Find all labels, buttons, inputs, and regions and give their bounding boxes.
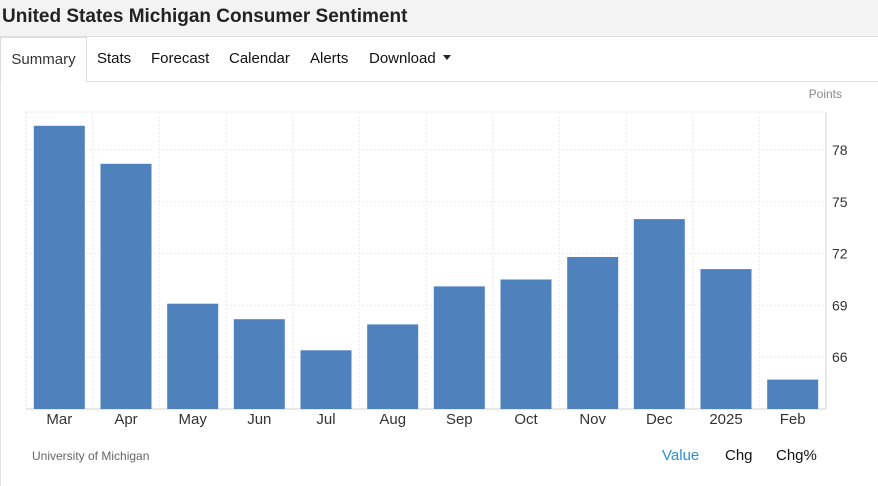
- x-tick-label: Apr: [114, 411, 137, 428]
- x-tick-label: Jun: [247, 411, 271, 428]
- bar-aug[interactable]: [367, 324, 419, 409]
- x-tick-label: Sep: [446, 411, 473, 428]
- y-tick-label: 78: [832, 142, 848, 158]
- tab-download[interactable]: Download: [369, 37, 451, 81]
- unit-label: Points: [809, 87, 842, 101]
- y-tick-label: 72: [832, 246, 848, 262]
- page-title: United States Michigan Consumer Sentimen…: [2, 6, 408, 27]
- bar-mar[interactable]: [33, 125, 85, 410]
- chg-toggle[interactable]: Chg: [725, 447, 753, 464]
- bar-nov[interactable]: [567, 257, 619, 409]
- bar-2025[interactable]: [700, 269, 752, 409]
- chg-percent-toggle[interactable]: Chg%: [776, 447, 817, 464]
- x-tick-label: May: [179, 411, 208, 428]
- y-tick-label: 75: [832, 194, 848, 210]
- x-tick-label: 2025: [709, 411, 742, 428]
- tab-forecast[interactable]: Forecast: [151, 50, 210, 67]
- source-label: University of Michigan: [32, 449, 150, 463]
- bar-dec[interactable]: [633, 219, 685, 409]
- x-tick-label: Mar: [46, 411, 72, 428]
- tab-bar: Summary Stats Forecast Calendar Alerts D…: [0, 37, 878, 83]
- x-tick-label: Aug: [379, 411, 406, 428]
- caret-down-icon: [442, 54, 451, 60]
- value-toggle[interactable]: Value: [662, 447, 700, 464]
- title-bar: United States Michigan Consumer Sentimen…: [0, 0, 878, 37]
- tab-stats[interactable]: Stats: [97, 50, 132, 67]
- x-tick-label: Nov: [579, 411, 606, 428]
- bar-oct[interactable]: [500, 279, 552, 410]
- tab-summary[interactable]: Summary: [0, 37, 87, 83]
- bar-sep[interactable]: [433, 286, 485, 409]
- bar-jun[interactable]: [233, 319, 285, 409]
- x-tick-label: Oct: [514, 411, 538, 428]
- tab-download-label: Download: [369, 50, 436, 67]
- y-tick-label: 69: [832, 297, 848, 313]
- bar-may[interactable]: [167, 303, 219, 409]
- y-tick-label: 66: [832, 349, 848, 365]
- bar-feb[interactable]: [767, 379, 819, 409]
- x-tick-label: Feb: [780, 411, 806, 428]
- bar-jul[interactable]: [300, 350, 352, 409]
- bar-apr[interactable]: [100, 163, 152, 409]
- x-tick-label: Jul: [316, 411, 335, 428]
- tab-alerts[interactable]: Alerts: [310, 50, 349, 67]
- x-tick-label: Dec: [646, 411, 673, 428]
- tab-calendar[interactable]: Calendar: [229, 50, 290, 67]
